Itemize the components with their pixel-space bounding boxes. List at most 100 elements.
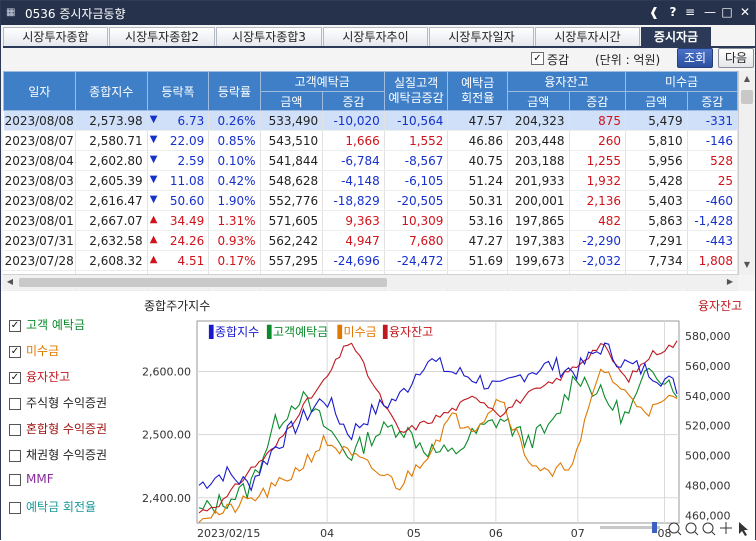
- series-option[interactable]: ✓ 융자잔고: [9, 368, 70, 384]
- header-index[interactable]: 종합지수: [74, 71, 148, 111]
- tab-market-time[interactable]: 시장투자시간: [535, 27, 640, 46]
- minimize-icon[interactable]: —: [704, 5, 716, 19]
- header-turnover[interactable]: 예탁금 회전율: [447, 71, 508, 111]
- change-checkbox[interactable]: ✓: [531, 52, 544, 65]
- table-row[interactable]: 2023/08/04 2,602.80 ▼ 2.59 0.10% 541,844 -6,78…: [3, 150, 739, 171]
- series-option-label: 채권형 수익증권: [26, 448, 108, 462]
- change-value: 50.60: [169, 193, 205, 208]
- change-value: 6.73: [177, 113, 205, 128]
- maximize-icon[interactable]: □: [721, 5, 733, 19]
- turnover-cell: 50.31: [447, 190, 508, 211]
- table-row[interactable]: 2023/08/02 2,616.47 ▼ 50.60 1.90% 552,776 -18,…: [3, 190, 739, 211]
- table-row[interactable]: 2023/07/28 2,608.32 ▲ 4.51 0.17% 557,295 -24,6…: [3, 250, 739, 271]
- table-row[interactable]: 2023/08/03 2,605.39 ▼ 11.08 0.42% 548,628 -4,1…: [3, 170, 739, 191]
- header-rate[interactable]: 등락률: [208, 71, 261, 111]
- series-checkbox[interactable]: [9, 449, 21, 462]
- table-row[interactable]: 2023/08/01 2,667.07 ▲ 34.49 1.31% 571,605 9,36…: [3, 210, 739, 231]
- funds-table: 일자 종합지수 등락폭 등락률 고객예탁금 실질고객 예탁금증감 예탁금 회전율…: [3, 71, 739, 291]
- change-value: 4.51: [177, 253, 205, 268]
- series-checkbox[interactable]: ✓: [9, 319, 21, 332]
- real-deposit-cell: -24,472: [384, 250, 449, 271]
- chart-right-title: 융자잔고: [698, 299, 743, 313]
- close-icon[interactable]: ✕: [739, 5, 751, 19]
- table-row[interactable]: 2023/08/07 2,580.71 ▼ 22.09 0.85% 543,510 1,66…: [3, 130, 739, 151]
- header-date[interactable]: 일자: [3, 71, 76, 111]
- header-credit-amount[interactable]: 금액: [506, 91, 570, 111]
- real-deposit-cell: -6,105: [384, 170, 449, 191]
- table-row[interactable]: 2023/07/31 2,632.58 ▲ 24.26 0.93% 562,242 4,94…: [3, 230, 739, 251]
- deposit-delta-cell: -18,829: [322, 190, 385, 211]
- control-bar: ✓ 증감 (단위 : 억원) 조회 다음: [1, 48, 755, 70]
- series-checkbox[interactable]: [9, 397, 21, 410]
- hscroll-thumb[interactable]: [19, 278, 387, 287]
- tab-market-summary-2[interactable]: 시장투자종합2: [109, 27, 215, 46]
- tab-stock-funds[interactable]: 증시자금: [641, 27, 711, 46]
- series-checkbox[interactable]: ✓: [9, 371, 21, 384]
- series-option[interactable]: 예탁금 회전율: [9, 498, 96, 514]
- zoom-in-icon[interactable]: [668, 522, 682, 536]
- cursor-icon[interactable]: [739, 522, 748, 536]
- change-cell: ▼ 22.09: [147, 130, 210, 151]
- credit-delta-cell: 2,136: [569, 190, 627, 211]
- credit-amount-cell: 197,865: [507, 210, 570, 231]
- query-button[interactable]: 조회: [677, 48, 713, 68]
- header-unpaid-amount[interactable]: 금액: [625, 91, 688, 111]
- deposit-delta-cell: -4,148: [322, 170, 385, 191]
- change-cell: ▲ 24.26: [147, 230, 210, 251]
- series-checkbox[interactable]: [9, 423, 21, 436]
- table-vertical-scrollbar[interactable]: ▲ ▼: [738, 71, 755, 275]
- menu-icon[interactable]: ≡: [684, 5, 696, 19]
- scroll-down-icon[interactable]: ▼: [743, 260, 751, 269]
- tab-market-summary[interactable]: 시장투자종합: [3, 27, 108, 46]
- rate-cell: 0.85%: [208, 130, 261, 151]
- index-cell: 2,602.80: [75, 150, 148, 171]
- scroll-left-icon[interactable]: ◀: [6, 277, 14, 286]
- table-row[interactable]: 2023/08/08 2,573.98 ▼ 6.73 0.26% 533,490 -10,0…: [3, 110, 739, 131]
- header-credit[interactable]: 융자잔고: [506, 71, 627, 92]
- x-tick-label: 04: [320, 527, 334, 539]
- window-menu-icon[interactable]: ▦: [6, 7, 16, 18]
- series-checkbox[interactable]: [9, 501, 21, 514]
- series-checkbox[interactable]: ✓: [9, 345, 21, 358]
- title-bar: ▦ 0536 증시자금동향 ❰ ? ≡ — □ ✕: [1, 1, 755, 25]
- credit-delta-cell: 482: [569, 210, 627, 231]
- deposit-amount-cell: 562,242: [260, 230, 324, 251]
- header-unpaid[interactable]: 미수금: [625, 71, 738, 92]
- series-option[interactable]: 혼합형 수익증권: [9, 420, 107, 436]
- series-option-label: 융자잔고: [26, 370, 71, 384]
- credit-delta-cell: 1,255: [569, 150, 627, 171]
- line-chart: 2,400.00 2,500.00 2,600.00 460,000 480,000 50…: [142, 320, 731, 539]
- zoom-out-icon[interactable]: [685, 522, 699, 536]
- tab-market-daily[interactable]: 시장투자일자: [429, 27, 534, 46]
- series-option[interactable]: 채권형 수익증권: [9, 446, 107, 462]
- tab-market-summary-3[interactable]: 시장투자종합3: [216, 27, 322, 46]
- credit-amount-cell: 200,001: [507, 190, 570, 211]
- next-button[interactable]: 다음: [718, 48, 754, 68]
- date: 2023/08/08: [3, 110, 76, 131]
- crosshair-icon[interactable]: [720, 522, 732, 534]
- zoom-reset-icon[interactable]: [702, 522, 716, 536]
- scroll-right-icon[interactable]: ▶: [726, 277, 734, 286]
- header-deposit-amount[interactable]: 금액: [259, 91, 324, 111]
- header-deposit-delta[interactable]: 증감: [322, 91, 385, 111]
- left-tick-label: 2,400.00: [142, 492, 191, 505]
- series-option[interactable]: MMF: [9, 472, 54, 488]
- scroll-thumb[interactable]: [741, 90, 753, 104]
- series-option[interactable]: ✓ 미수금: [9, 342, 59, 358]
- scroll-up-icon[interactable]: ▲: [743, 74, 751, 83]
- header-real-deposit[interactable]: 실질고객 예탁금증감: [383, 71, 449, 111]
- tab-market-trend[interactable]: 시장투자추이: [323, 27, 428, 46]
- pin-icon[interactable]: ❰: [648, 5, 660, 19]
- header-unpaid-delta[interactable]: 증감: [686, 91, 739, 111]
- series-option[interactable]: ✓ 고객 예탁금: [9, 316, 85, 332]
- x-tick-label: 06: [489, 527, 503, 539]
- series-checkbox[interactable]: [9, 473, 21, 486]
- header-change[interactable]: 등락폭: [146, 71, 210, 111]
- header-credit-delta[interactable]: 증감: [568, 91, 627, 111]
- series-option-label: 미수금: [26, 344, 60, 358]
- header-deposit[interactable]: 고객예탁금: [259, 71, 385, 92]
- series-option[interactable]: 주식형 수익증권: [9, 394, 107, 410]
- help-icon[interactable]: ?: [669, 5, 677, 19]
- real-deposit-cell: -20,505: [384, 190, 449, 211]
- table-horizontal-scrollbar[interactable]: ◀ ▶: [3, 274, 738, 289]
